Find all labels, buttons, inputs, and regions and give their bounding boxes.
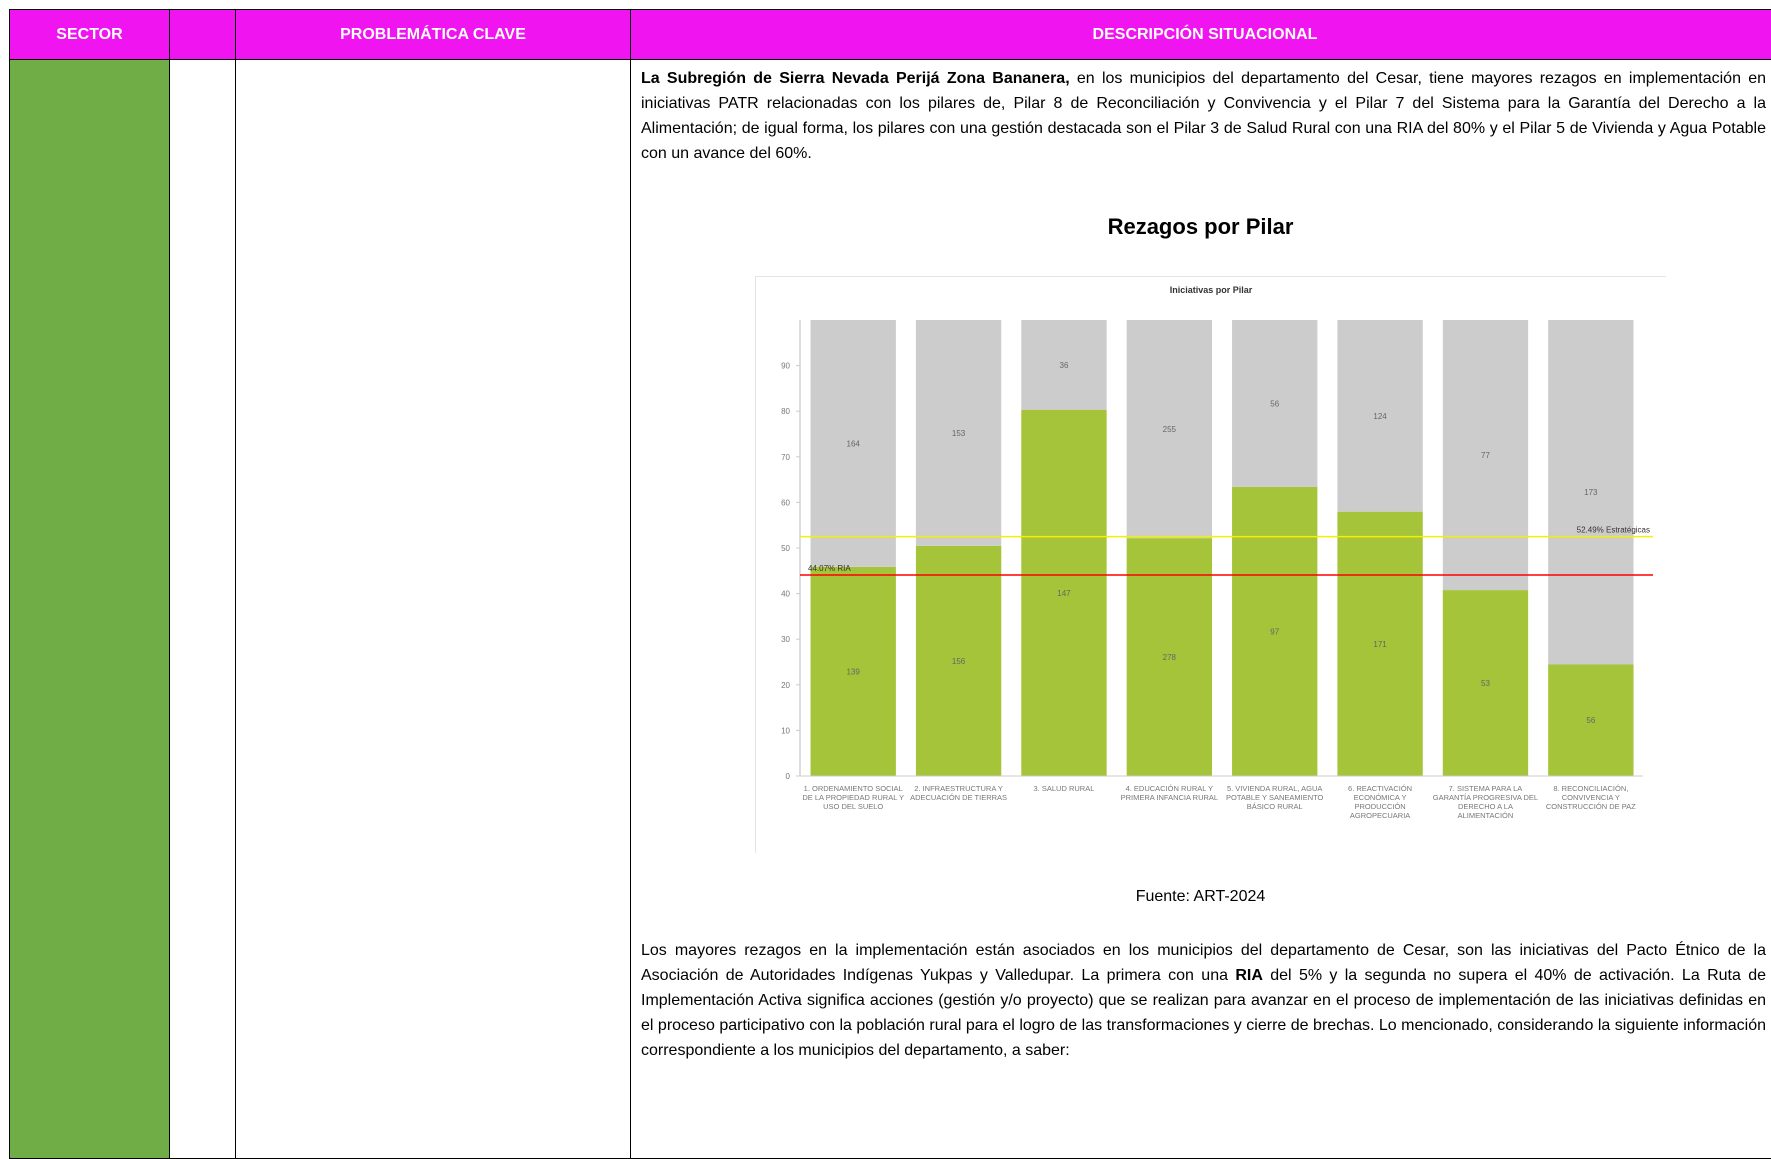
data-label: 139 bbox=[847, 667, 861, 676]
x-tick-label: 3. SALUD RURAL bbox=[1033, 784, 1095, 793]
y-tick-label: 50 bbox=[781, 544, 790, 553]
bar-segment bbox=[1548, 320, 1634, 665]
cell bbox=[169, 59, 236, 1159]
x-tick-label-box: 8. RECONCILIACIÓN, CONVIVENCIA Y CONSTRU… bbox=[1545, 784, 1636, 811]
bar-segment bbox=[915, 320, 1002, 546]
x-tick-label: 2. INFRAESTRUCTURA Y ADECUACIÓN DE TIERR… bbox=[910, 784, 1008, 802]
x-tick-label: 6. REACTIVACIÓN ECONÓMICA Y PRODUCCIÓN A… bbox=[1348, 784, 1413, 820]
x-tick-label-box: 7. SISTEMA PARA LA GARANTÍA PROGRESIVA D… bbox=[1432, 784, 1539, 820]
header-cell: DESCRIPCIÓN SITUACIONAL bbox=[630, 9, 1771, 60]
bar-segment bbox=[1126, 538, 1213, 776]
y-tick-label: 30 bbox=[781, 635, 790, 644]
problem-cell bbox=[235, 59, 631, 1159]
x-tick-label-box: 6. REACTIVACIÓN ECONÓMICA Y PRODUCCIÓN A… bbox=[1348, 784, 1413, 820]
bar-segment bbox=[1021, 320, 1107, 410]
bar-segment bbox=[1337, 511, 1423, 776]
bar-segment bbox=[1442, 320, 1529, 591]
header-cell: SECTOR bbox=[9, 9, 170, 60]
y-tick-label: 80 bbox=[781, 407, 790, 416]
x-tick-label-box: 2. INFRAESTRUCTURA Y ADECUACIÓN DE TIERR… bbox=[910, 784, 1008, 802]
data-label: 53 bbox=[1481, 679, 1490, 688]
y-tick-label: 20 bbox=[781, 681, 790, 690]
bar-segment bbox=[1442, 590, 1529, 776]
sector-cell bbox=[9, 59, 170, 1159]
x-tick-label-box: 3. SALUD RURAL bbox=[1033, 784, 1095, 793]
data-label: 77 bbox=[1481, 451, 1490, 460]
bar-segment bbox=[1337, 320, 1423, 512]
header-cell: PROBLEMÁTICA CLAVE bbox=[235, 9, 631, 60]
y-tick-label: 70 bbox=[781, 453, 790, 462]
header-cell bbox=[169, 9, 236, 60]
x-tick-label: 8. RECONCILIACIÓN, CONVIVENCIA Y CONSTRU… bbox=[1545, 784, 1636, 811]
text-run: La Subregión de Sierra Nevada Perijá Zon… bbox=[641, 70, 1070, 87]
paragraph: La Subregión de Sierra Nevada Perijá Zon… bbox=[641, 66, 1766, 166]
bar-segment bbox=[1126, 320, 1213, 539]
bar-segment bbox=[1021, 409, 1107, 776]
text-run: del 5% y la segunda no supera el 40% de … bbox=[641, 967, 1767, 1059]
x-tick-label: 5. VIVIENDA RURAL, AGUA POTABLE Y SANEAM… bbox=[1226, 784, 1324, 811]
data-label: 278 bbox=[1163, 653, 1177, 662]
paragraph: Los mayores rezagos en la implementación… bbox=[641, 938, 1766, 1063]
y-tick-label: 90 bbox=[781, 362, 790, 371]
data-label: 164 bbox=[847, 439, 861, 448]
y-tick-label: 60 bbox=[781, 498, 790, 507]
data-label: 97 bbox=[1270, 627, 1279, 636]
data-label: 173 bbox=[1584, 488, 1598, 497]
data-label: 156 bbox=[952, 657, 966, 666]
bar-segment bbox=[1548, 664, 1634, 776]
data-label: 56 bbox=[1586, 716, 1595, 725]
x-tick-label: 7. SISTEMA PARA LA GARANTÍA PROGRESIVA D… bbox=[1432, 784, 1539, 820]
data-label: 171 bbox=[1373, 640, 1387, 649]
text-run: RIA bbox=[1235, 967, 1263, 984]
data-label: 255 bbox=[1163, 425, 1177, 434]
chart-title: Iniciativas por Pilar bbox=[1170, 285, 1253, 295]
data-label: 36 bbox=[1060, 361, 1069, 370]
reference-label: 52.49% Estratégicas bbox=[1577, 526, 1650, 535]
data-label: 124 bbox=[1373, 412, 1387, 421]
reference-label: 44.07% RIA bbox=[808, 564, 851, 573]
bar-segment bbox=[810, 320, 896, 567]
data-label: 153 bbox=[952, 429, 966, 438]
text-run: Los mayores rezagos en la implementación… bbox=[641, 942, 1766, 984]
x-tick-label: 1. ORDENAMIENTO SOCIAL DE LA PROPIEDAD R… bbox=[802, 784, 905, 811]
x-tick-label: 4. EDUCACIÓN RURAL Y PRIMERA INFANCIA RU… bbox=[1120, 784, 1219, 802]
y-tick-label: 10 bbox=[781, 726, 790, 735]
text-run: en los municipios del departamento del C… bbox=[641, 70, 1767, 162]
y-tick-label: 0 bbox=[786, 772, 791, 781]
x-tick-label-box: 4. EDUCACIÓN RURAL Y PRIMERA INFANCIA RU… bbox=[1120, 784, 1219, 802]
chart: Iniciativas por Pilar 0 10 20 30 40 50 60 70 80 9… bbox=[755, 276, 1666, 853]
data-label: 56 bbox=[1270, 399, 1279, 408]
bar-segment bbox=[1232, 320, 1318, 487]
data-label: 147 bbox=[1057, 589, 1071, 598]
x-tick-label-box: 5. VIVIENDA RURAL, AGUA POTABLE Y SANEAM… bbox=[1226, 784, 1324, 811]
bar-segment bbox=[1232, 486, 1318, 776]
figure-title: Rezagos por Pilar bbox=[1107, 214, 1294, 239]
source: Fuente: ART-2024 bbox=[1135, 888, 1266, 905]
bar-segment bbox=[810, 566, 896, 776]
bar-segment bbox=[915, 545, 1002, 776]
x-tick-label-box: 1. ORDENAMIENTO SOCIAL DE LA PROPIEDAD R… bbox=[802, 784, 905, 811]
y-tick-label: 40 bbox=[781, 590, 790, 599]
